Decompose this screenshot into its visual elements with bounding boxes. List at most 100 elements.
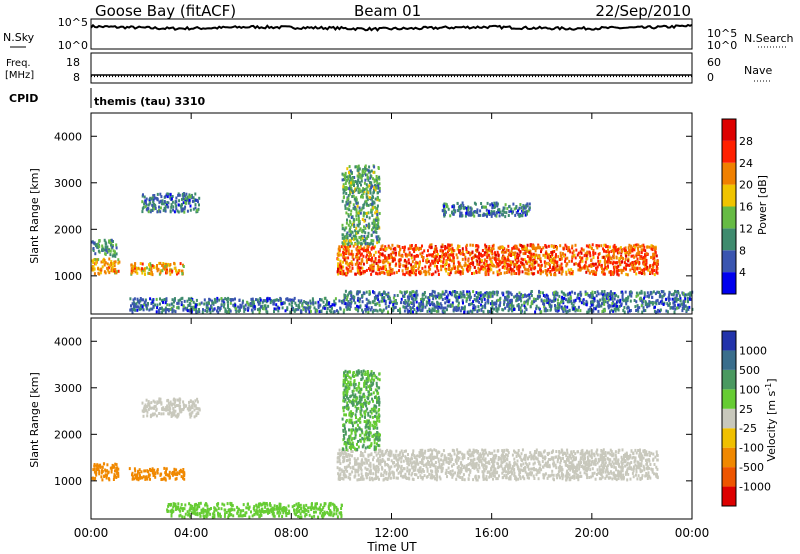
power-cell-5 <box>360 252 363 256</box>
power-cell-8 <box>649 290 652 294</box>
power-cell-5 <box>568 259 571 263</box>
power-cell-4 <box>227 300 229 304</box>
power-cell-6 <box>357 224 360 228</box>
power-cell-5 <box>398 251 401 254</box>
power-cell-4 <box>138 301 141 305</box>
power-cell-3 <box>183 198 186 201</box>
power-cell-5 <box>637 246 639 250</box>
power-cell-5 <box>503 247 506 251</box>
power-cell-6 <box>374 197 377 201</box>
power-cell-8 <box>626 298 629 302</box>
power-cell-5 <box>556 246 558 249</box>
power-cell-4 <box>198 310 201 313</box>
velocity-cell-2 <box>174 409 177 413</box>
power-cell-8 <box>611 295 614 299</box>
power-cell-8 <box>585 299 588 303</box>
power-cell-4 <box>235 310 238 314</box>
power-cell-7 <box>517 209 519 213</box>
power-cell-5 <box>344 248 347 252</box>
power-cell-8 <box>675 293 678 297</box>
power-cell-0 <box>91 259 93 263</box>
power-cell-5 <box>656 271 659 275</box>
power-cell-6 <box>344 171 347 175</box>
power-cell-5 <box>360 247 363 251</box>
velocity-cell-2 <box>162 407 165 411</box>
power-cell-5 <box>452 259 455 263</box>
power-cell-8 <box>595 294 598 298</box>
power-cell-8 <box>561 299 564 303</box>
power-cell-5 <box>347 249 350 252</box>
power-cell-5 <box>378 259 381 263</box>
power-cell-4 <box>165 297 168 301</box>
power-cell-5 <box>371 263 374 267</box>
power-cell-3 <box>182 201 185 205</box>
power-cell-8 <box>572 303 575 307</box>
power-cell-5 <box>346 271 349 275</box>
power-cell-7 <box>496 202 499 206</box>
power-cell-8 <box>561 306 564 310</box>
power-cell-8 <box>407 299 410 303</box>
velocity-cell-2 <box>178 406 181 410</box>
power-cell-8 <box>359 304 362 308</box>
power-cell-4 <box>174 297 176 301</box>
power-cell-8 <box>621 290 624 294</box>
power-cell-8 <box>621 298 624 302</box>
power-cell-4 <box>253 307 256 311</box>
power-cell-5 <box>521 261 524 265</box>
power-cell-4 <box>187 304 190 307</box>
power-cell-8 <box>435 309 438 313</box>
power-cell-8 <box>516 292 519 296</box>
power-cell-8 <box>490 302 493 306</box>
power-cell-3 <box>142 193 144 197</box>
power-cell-6 <box>362 205 365 209</box>
power-cell-6 <box>341 227 344 231</box>
power-cell-4 <box>333 301 336 305</box>
power-cell-6 <box>371 214 374 217</box>
power-cell-6 <box>344 206 347 210</box>
power-cell-3 <box>177 203 180 207</box>
power-cell-5 <box>485 248 488 252</box>
power-cell-8 <box>506 303 509 307</box>
power-cell-8 <box>447 300 450 304</box>
power-cell-5 <box>646 265 649 269</box>
power-cell-5 <box>348 269 351 273</box>
power-cell-7 <box>526 212 528 216</box>
power-cell-8 <box>544 307 547 311</box>
power-cell-8 <box>408 303 411 307</box>
power-cell-5 <box>375 262 378 265</box>
power-cell-5 <box>586 252 589 256</box>
power-cell-6 <box>372 220 375 224</box>
power-cell-5 <box>417 248 420 252</box>
power-cell-3 <box>165 203 168 207</box>
power-cell-8 <box>554 304 556 307</box>
power-cell-5 <box>391 268 394 272</box>
power-cell-5 <box>350 249 353 253</box>
velocity-cell-1 <box>147 473 150 477</box>
power-cell-5 <box>566 256 569 260</box>
power-cell-8 <box>546 299 549 303</box>
power-cell-5 <box>513 265 516 269</box>
power-cell-8 <box>442 309 445 313</box>
velocity-cell-0 <box>115 463 118 467</box>
power-cell-8 <box>343 308 346 312</box>
power-cell-4 <box>322 306 325 310</box>
power-cell-5 <box>503 259 506 263</box>
power-cell-5 <box>393 258 396 262</box>
power-cell-4 <box>149 307 152 311</box>
power-cell-5 <box>628 243 631 247</box>
power-cell-5 <box>562 247 565 251</box>
power-cell-4 <box>173 300 175 304</box>
velocity-cell-0 <box>117 471 120 475</box>
power-cell-5 <box>624 249 626 252</box>
power-cell-5 <box>527 269 530 272</box>
velocity-cell-1 <box>145 475 148 479</box>
power-cell-5 <box>604 257 606 261</box>
power-cell-6 <box>345 221 348 225</box>
power-cell-1 <box>98 245 101 249</box>
power-cell-8 <box>674 289 676 293</box>
power-cell-5 <box>388 256 391 260</box>
power-cell-6 <box>355 210 358 214</box>
velocity-cell-1 <box>134 469 137 473</box>
power-cell-8 <box>505 290 508 294</box>
power-cell-8 <box>394 305 397 309</box>
